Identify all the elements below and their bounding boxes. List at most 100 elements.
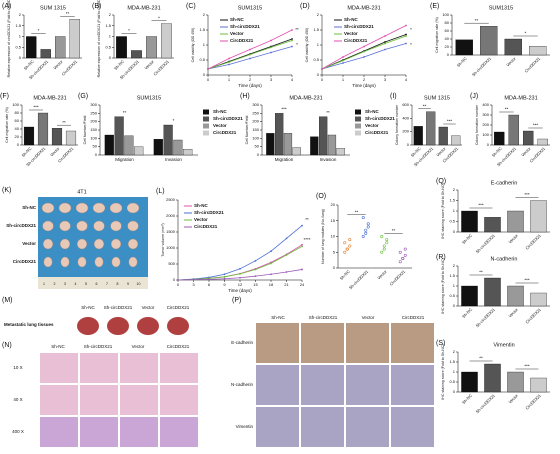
point [291, 45, 293, 48]
bar [530, 292, 547, 307]
annotation: ** [295, 27, 299, 32]
point [403, 253, 407, 257]
y-tick-label: 1 [203, 42, 206, 47]
x-tick-label: 0 [207, 77, 210, 82]
point [380, 250, 384, 254]
bar [116, 36, 127, 59]
point [249, 48, 251, 51]
y-tick-label: 1.5 [199, 27, 205, 32]
row-label: N-cadherin [231, 382, 254, 387]
column-label: Sh-circDDX21 [309, 315, 338, 320]
row-label: 40 X [13, 397, 22, 402]
x-tick-label: Sh-NC [339, 269, 351, 281]
bar [51, 128, 63, 146]
legend-swatch [203, 116, 209, 122]
x-tick-label: CircDDX21 [61, 58, 79, 76]
tumor [43, 238, 54, 250]
ihc-photo [391, 323, 434, 363]
x-tick-label: 15 [253, 282, 258, 287]
legend-label: Sh-circDDX21 [194, 210, 224, 215]
point [343, 250, 347, 254]
x-tick-label: Migration [275, 157, 294, 162]
point [239, 276, 241, 279]
legend-label: Vector [213, 123, 227, 128]
x-tick-label: 0 [177, 282, 180, 287]
x-tick-label: Sh-circDDX21 [348, 268, 370, 290]
annotation: ** [62, 120, 66, 125]
x-tick-label: Invasion [320, 157, 337, 162]
y-tick-label: 2 [317, 12, 320, 17]
x-tick-label: 4 [291, 77, 294, 82]
histology-photo [160, 353, 198, 383]
lung [167, 317, 189, 335]
y-tick-label: 0.5 [313, 57, 319, 62]
tumor [110, 238, 121, 250]
annotation: ** [66, 11, 70, 16]
y-tick-label: 100 [482, 132, 489, 137]
bar [163, 124, 173, 156]
y-tick-label: 40 [445, 36, 450, 41]
legend-label: Vector [365, 123, 379, 128]
y-tick-label: 2 [453, 349, 456, 354]
y-tick-label: 20 [331, 202, 336, 207]
chart-title: E-cadherin [491, 180, 518, 186]
ihc-photo [256, 407, 299, 447]
y-tick-label: 2 [19, 12, 22, 17]
annotation: *** [33, 105, 39, 110]
point [228, 63, 230, 66]
tumor [127, 220, 139, 232]
x-tick-label: CircDDX21 [524, 232, 542, 250]
annotation: * [38, 28, 40, 33]
tumor [94, 256, 104, 268]
y-tick-label: 2 [453, 187, 456, 192]
tumor [41, 202, 55, 214]
y-tick-label: 400 [402, 115, 409, 120]
y-tick-label: 80 [15, 110, 20, 115]
legend-label: Vector [344, 31, 358, 36]
ihc-photo [256, 365, 299, 405]
point [342, 59, 344, 62]
point [301, 224, 303, 227]
bar [173, 139, 183, 156]
row-label: Vector [22, 241, 36, 246]
x-tick-label: 2 [363, 77, 366, 82]
tumor [93, 238, 104, 250]
point [254, 275, 257, 278]
column-label: CircDDX21 [167, 305, 190, 310]
panel-label: (Q) [436, 178, 446, 185]
histology-photo [120, 385, 158, 415]
legend-swatch [355, 123, 361, 129]
chart-title: SUM1315 [489, 5, 513, 11]
bar [508, 114, 519, 146]
point [398, 260, 402, 264]
panel-label: (L) [156, 188, 165, 195]
bar [283, 133, 293, 156]
legend-label: Sh-NC [230, 17, 244, 22]
ruler-number: 3 [64, 282, 66, 286]
y-tick-label: 200 [402, 129, 409, 134]
y-tick-label: 1.5 [449, 198, 455, 203]
x-tick-label: Migration [115, 157, 134, 162]
point [270, 250, 272, 253]
legend-swatch [355, 130, 361, 136]
bar [275, 113, 284, 156]
y-tick-label: 1.5 [313, 27, 319, 32]
y-tick-label: 40 [15, 126, 20, 131]
chart-title: SUM 1315 [40, 5, 66, 11]
chart-title: MDA-MB-231 [127, 5, 160, 11]
panel-label: (R) [436, 254, 446, 261]
y-tick-label: 0 [17, 142, 20, 147]
tumor [60, 256, 70, 268]
bar [413, 126, 423, 146]
y-tick-label: 1 [453, 369, 456, 374]
ruler-number: 4 [75, 282, 77, 286]
point [364, 228, 368, 232]
y-tick-label: 1.5 [449, 273, 455, 278]
legend-swatch [203, 130, 209, 136]
legend-label: Vector [230, 31, 244, 36]
column-label: Sh-circDDX21 [104, 305, 133, 310]
y-axis-label: IHC staining score (Fold to Sh-NC) [441, 258, 445, 314]
annotation: * [128, 28, 130, 33]
row-label: 10 X [13, 365, 22, 370]
bar [336, 148, 345, 156]
